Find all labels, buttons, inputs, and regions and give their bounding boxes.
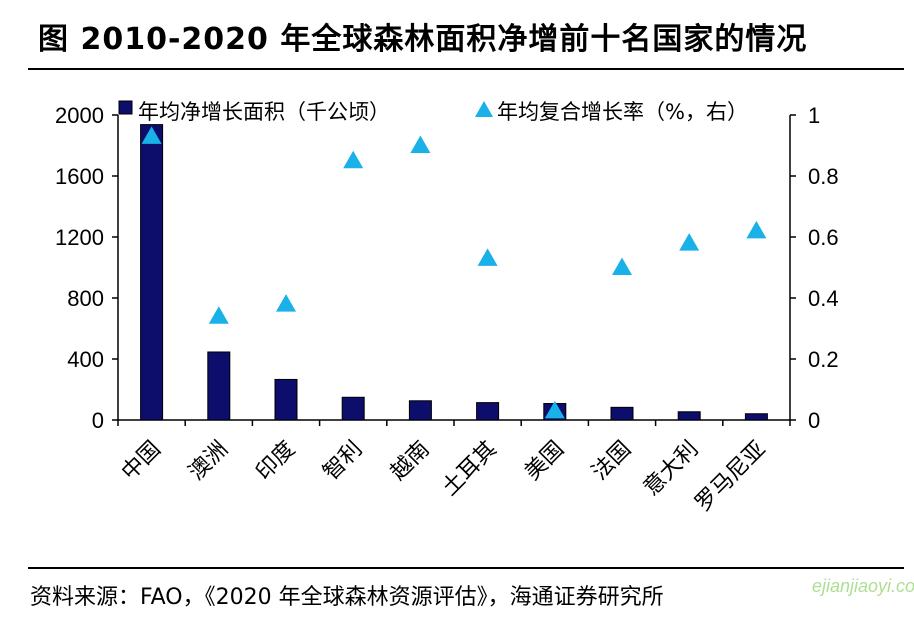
- category-label: 中国: [117, 437, 166, 486]
- legend-triangle-label: 年均复合增长率（%，右）: [497, 100, 748, 124]
- bar: [207, 351, 231, 421]
- bar: [140, 124, 164, 421]
- marker-triangle: [410, 135, 431, 153]
- marker-triangle: [544, 400, 565, 419]
- category-label: 法国: [587, 437, 636, 486]
- left-tick-label: 0: [92, 408, 104, 433]
- marker-triangle: [612, 257, 632, 275]
- category-label: 越南: [386, 437, 435, 486]
- category-label: 印度: [251, 437, 300, 486]
- bar: [341, 396, 365, 421]
- bar: [610, 406, 634, 421]
- marker-triangle: [679, 233, 700, 251]
- bar: [677, 411, 701, 421]
- source-divider: [28, 567, 904, 569]
- legend-bar-swatch: [118, 100, 133, 115]
- marker-triangle: [477, 248, 498, 266]
- bars-group: [140, 124, 768, 421]
- right-tick-label: 0.6: [808, 225, 839, 250]
- category-label: 智利: [319, 437, 368, 486]
- left-tick-label: 2000: [55, 103, 104, 128]
- category-label: 意大利: [639, 437, 703, 501]
- right-tick-label: 0.8: [808, 164, 839, 189]
- bar: [408, 400, 432, 421]
- right-tick-label: 1: [808, 103, 820, 128]
- bar: [476, 402, 500, 421]
- left-tick-label: 400: [67, 347, 104, 372]
- labels-group: 0 400 800 1200 1600 2000 0 0.2 0.4 0.6 0.8 1 中国 澳洲 印度智…: [55, 103, 839, 516]
- category-label: 土耳其: [437, 437, 501, 501]
- bar: [274, 378, 298, 421]
- legend-bar-label: 年均净增长面积（千公顷）: [138, 100, 390, 124]
- title-divider: [28, 68, 904, 70]
- marker-triangle: [746, 220, 767, 239]
- marker-triangle: [141, 126, 162, 144]
- watermark-text: ejianjiaoyi.com: [812, 576, 914, 596]
- right-tick-label: 0: [808, 408, 820, 433]
- left-tick-label: 800: [67, 286, 104, 311]
- left-tick-label: 1600: [55, 164, 104, 189]
- marker-triangle: [343, 150, 364, 169]
- marker-triangle: [276, 294, 296, 312]
- right-tick-label: 0.4: [808, 286, 839, 311]
- legend-triangle-swatch: [475, 101, 493, 117]
- chart-title: 图 2010-2020 年全球森林面积净增前十名国家的情况: [38, 22, 808, 57]
- source-note: 资料来源：FAO，《2020 年全球森林资源评估》，海通证券研究所: [30, 585, 664, 610]
- left-tick-label: 1200: [55, 225, 104, 250]
- category-label: 罗马尼亚: [691, 437, 771, 517]
- category-label: 澳洲: [184, 437, 233, 486]
- category-label: 美国: [520, 437, 569, 486]
- legend: 年均净增长面积（千公顷） 年均复合增长率（%，右）: [118, 100, 748, 124]
- right-tick-label: 0.2: [808, 347, 839, 372]
- marker-triangle: [208, 306, 229, 324]
- markers-group: [141, 126, 767, 419]
- bar: [744, 413, 768, 421]
